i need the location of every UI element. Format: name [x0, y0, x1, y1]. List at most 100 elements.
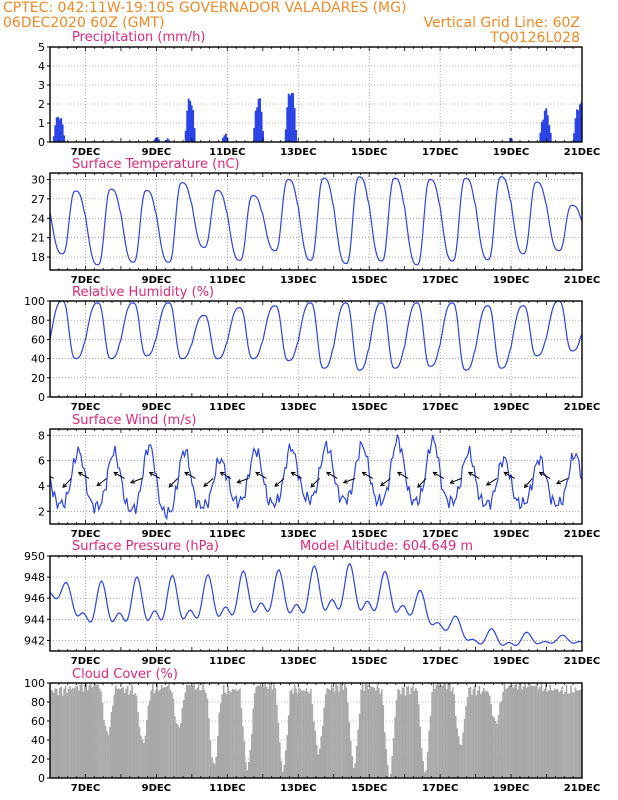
- cloud-bar: [190, 687, 192, 778]
- cloud-bar: [146, 719, 148, 778]
- cloud-bar: [69, 686, 71, 778]
- cloud-bar: [468, 688, 470, 778]
- cloud-bar: [446, 689, 448, 778]
- cloud-bar: [203, 689, 206, 778]
- cloud-bar: [63, 688, 65, 778]
- x-tick-label: 11DEC: [209, 402, 245, 413]
- cloud-bar: [528, 683, 531, 778]
- y-tick-label: 27: [31, 193, 45, 206]
- cloud-bar: [406, 687, 408, 778]
- cloud-bar: [109, 726, 111, 778]
- wind-arrow: [362, 471, 373, 479]
- cloud-bar: [181, 707, 184, 778]
- cloud-bar: [347, 702, 349, 778]
- cloud-bar: [295, 688, 297, 778]
- cloud-bar: [299, 689, 302, 778]
- wind-arrow-head: [184, 471, 190, 477]
- precip-bar: [222, 137, 224, 142]
- cloud-bar: [230, 692, 232, 778]
- cloud-bar: [329, 690, 331, 778]
- cloud-bar: [301, 691, 303, 778]
- cloud-bar: [422, 761, 424, 778]
- cloud-bar: [51, 690, 54, 778]
- cloud-bar: [519, 683, 522, 778]
- cloud-bar: [355, 746, 358, 778]
- precip-bar: [253, 127, 256, 142]
- cloud-bar: [373, 687, 376, 778]
- cloud-bar: [441, 685, 444, 778]
- cloud-bar: [252, 708, 255, 778]
- plot-area: [50, 301, 582, 371]
- precip-bar: [55, 117, 58, 142]
- cloud-bar: [385, 748, 388, 778]
- cloud-bar: [237, 690, 240, 778]
- precip-bar: [256, 107, 259, 142]
- cloud-bar: [460, 745, 463, 778]
- cloud-bar: [166, 685, 169, 778]
- cloud-bar: [196, 688, 198, 778]
- cloud-bar: [431, 692, 433, 778]
- cloud-bar: [521, 689, 524, 778]
- cloud-bar: [293, 684, 296, 778]
- x-tick-label: 7DEC: [71, 529, 100, 540]
- cloud-bar: [310, 688, 312, 778]
- x-tick-label: 13DEC: [280, 529, 316, 540]
- cloud-bar: [539, 686, 541, 778]
- cloud-bar: [157, 690, 160, 778]
- wind-arrow: [50, 475, 54, 479]
- cloud-bar: [561, 686, 563, 778]
- cloud-bar: [138, 727, 141, 778]
- wind-arrow-head: [485, 481, 491, 486]
- cloud-bar: [103, 719, 105, 778]
- cloud-bar: [180, 723, 182, 778]
- cloud-bar: [209, 740, 212, 778]
- y-tick-label: 24: [31, 212, 45, 225]
- x-tick-label: 13DEC: [280, 275, 316, 286]
- cloud-bar: [580, 689, 582, 778]
- cloud-bar: [438, 686, 441, 778]
- cloud-bar: [533, 686, 535, 778]
- precip-bar: [509, 138, 512, 142]
- cloud-bar: [493, 717, 495, 778]
- cloud-bar: [456, 728, 458, 778]
- cloud-bar: [357, 729, 359, 778]
- precip-bar: [189, 100, 192, 142]
- cloud-bar: [555, 689, 557, 778]
- cloud-bar: [462, 732, 464, 778]
- cloud-bar: [290, 689, 293, 778]
- cloud-bar: [277, 722, 280, 778]
- x-tick-label: 9DEC: [142, 783, 171, 794]
- cloud-bar: [125, 688, 127, 778]
- cloud-bar: [191, 686, 194, 778]
- cloud-bar: [395, 699, 398, 778]
- cloud-bar: [381, 689, 383, 778]
- cloud-bar: [487, 692, 490, 778]
- cloud-bar: [349, 740, 352, 778]
- y-tick-label: 20: [31, 753, 45, 766]
- cloud-bar: [326, 688, 328, 778]
- y-tick-label: 30: [31, 173, 45, 186]
- cloud-bar: [451, 687, 454, 778]
- cloud-bar: [317, 754, 320, 778]
- panel-frame: [49, 46, 583, 143]
- x-tick-label: 15DEC: [351, 656, 387, 667]
- cloud-bar: [394, 716, 396, 778]
- cloud-bar: [417, 704, 420, 778]
- wind-arrow: [524, 478, 533, 488]
- cloud-bar: [577, 690, 580, 778]
- cloud-bar: [571, 692, 574, 778]
- precip-bar: [579, 104, 581, 142]
- cloud-bar: [222, 684, 225, 778]
- wind-arrow-head: [380, 481, 385, 487]
- cloud-bar: [308, 693, 311, 778]
- cloud-bar: [132, 694, 135, 778]
- x-tick-label: 11DEC: [209, 783, 245, 794]
- cloud-bar: [426, 751, 429, 778]
- precip-bar: [63, 135, 66, 142]
- cloud-bar: [540, 683, 543, 778]
- cloud-bar: [239, 688, 241, 778]
- cloud-bar: [50, 690, 52, 778]
- cloud-bar: [474, 685, 476, 778]
- cloud-bar: [478, 686, 481, 778]
- cloud-bar: [457, 736, 460, 778]
